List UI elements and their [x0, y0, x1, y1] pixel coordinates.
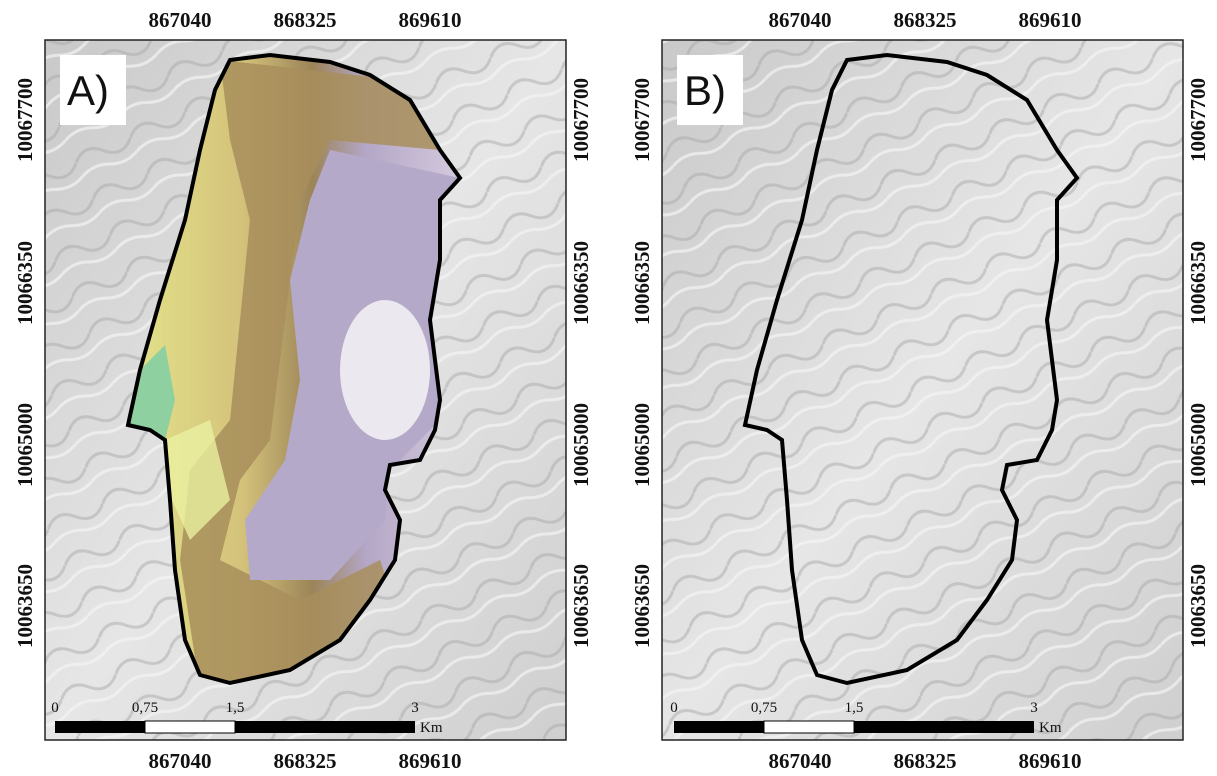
y-tick-label-left: 10067700	[13, 78, 37, 162]
y-tick-label-left: 10065000	[630, 403, 654, 487]
x-tick-label-bottom: 869610	[399, 749, 462, 773]
figure: A) 867040 867040 868325 868325 869610 869610 10…	[0, 0, 1217, 776]
y-tick-label-right: 10063650	[1186, 564, 1210, 648]
y-tick-label-left: 10066350	[13, 241, 37, 325]
x-tick-label-bottom: 868325	[274, 749, 337, 773]
scale-segment	[235, 721, 415, 733]
y-tick-label-left: 10066350	[630, 241, 654, 325]
scale-segment	[55, 721, 145, 733]
y-tick-label-right: 10067700	[569, 78, 593, 162]
x-tick-label-bottom: 868325	[894, 749, 957, 773]
x-tick-label-top: 869610	[1019, 8, 1082, 32]
scale-label: 3	[411, 700, 419, 716]
x-tick-label-top: 867040	[769, 8, 832, 32]
scale-label: 0	[51, 700, 59, 716]
y-tick-label-right: 10065000	[1186, 403, 1210, 487]
x-tick-label-top: 869610	[399, 8, 462, 32]
x-tick-label-top: 868325	[894, 8, 957, 32]
scale-label: 1,5	[226, 700, 245, 716]
y-tick-label-left: 10063650	[630, 564, 654, 648]
scale-label: 1,5	[845, 700, 864, 716]
y-tick-label-right: 10063650	[569, 564, 593, 648]
scale-label: 3	[1030, 700, 1038, 716]
scale-segment	[764, 721, 854, 733]
hillshade-texture	[662, 40, 1183, 740]
scale-segment	[854, 721, 1034, 733]
y-tick-label-right: 10066350	[569, 241, 593, 325]
x-tick-label-bottom: 867040	[769, 749, 832, 773]
panel-label: B)	[684, 67, 726, 114]
y-tick-label-right: 10065000	[569, 403, 593, 487]
x-tick-label-bottom: 869610	[1019, 749, 1082, 773]
scale-unit: Km	[420, 720, 443, 736]
x-tick-label-bottom: 867040	[149, 749, 212, 773]
x-tick-label-top: 867040	[149, 8, 212, 32]
y-tick-label-right: 10066350	[1186, 241, 1210, 325]
y-tick-label-right: 10067700	[1186, 78, 1210, 162]
scale-label: 0,75	[751, 700, 777, 716]
scale-segment	[145, 721, 235, 733]
panel-label: A)	[67, 67, 109, 114]
y-tick-label-left: 10065000	[13, 403, 37, 487]
panel-a-map	[45, 40, 566, 740]
scale-segment	[674, 721, 764, 733]
scale-unit: Km	[1039, 720, 1062, 736]
x-tick-label-top: 868325	[274, 8, 337, 32]
scale-label: 0	[670, 700, 678, 716]
y-tick-label-left: 10063650	[13, 564, 37, 648]
y-tick-label-left: 10067700	[630, 78, 654, 162]
panel-b-map	[662, 40, 1183, 740]
scale-label: 0,75	[132, 700, 158, 716]
